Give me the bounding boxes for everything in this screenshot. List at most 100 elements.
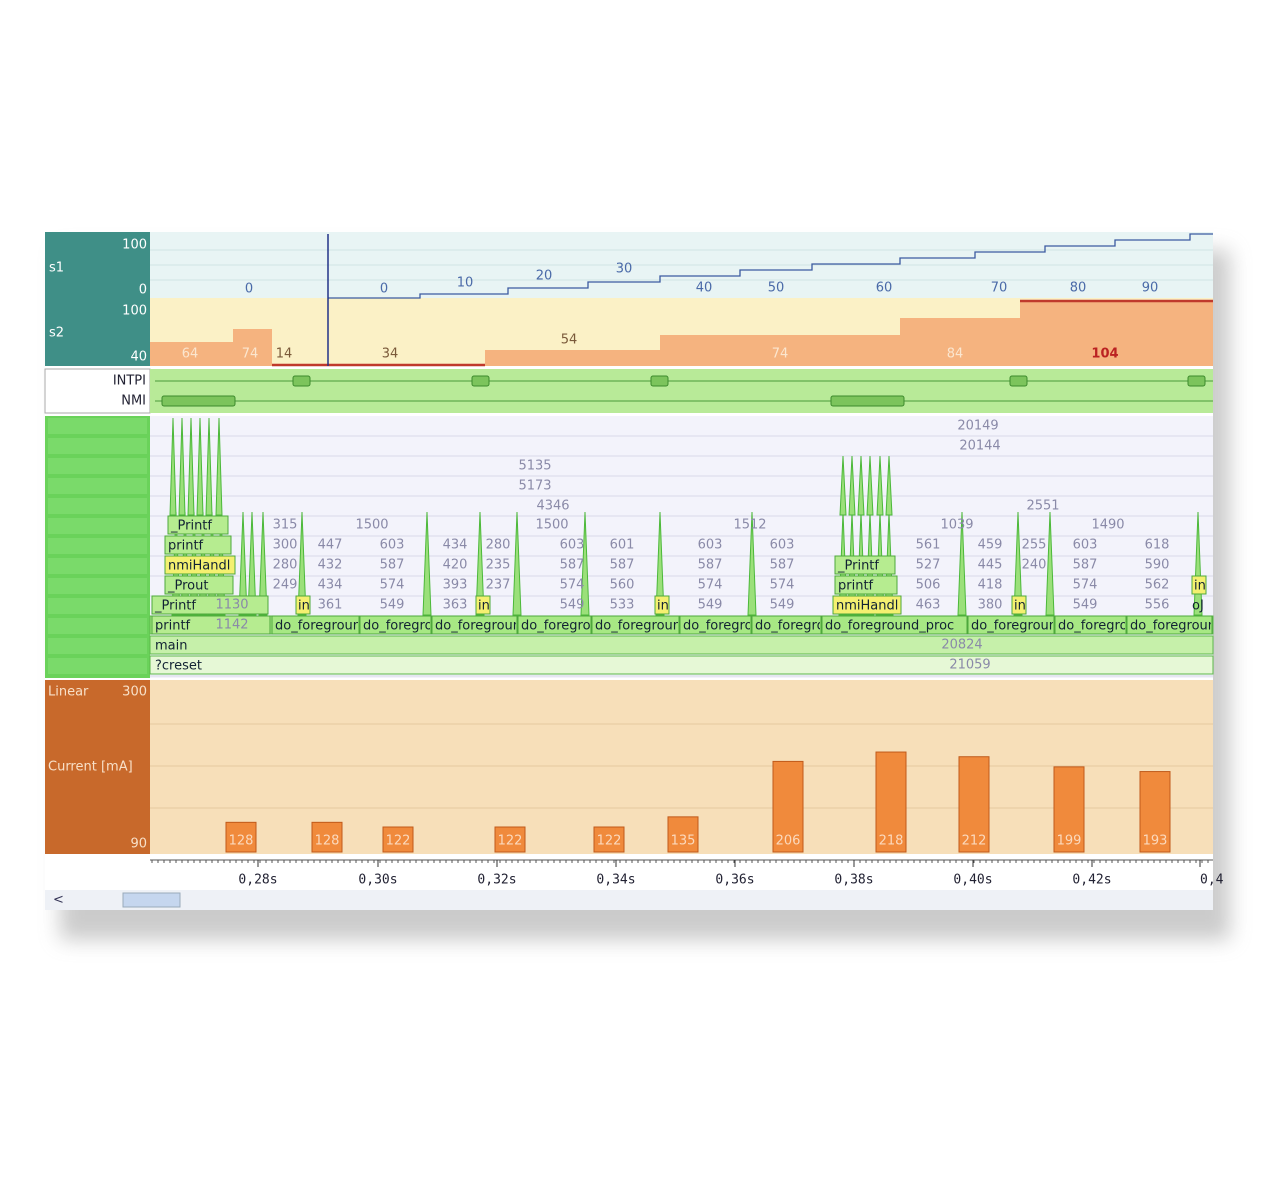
stack-count: 459 [978, 538, 1003, 553]
activity-spike [885, 455, 893, 516]
s1-step-label: 10 [457, 276, 474, 291]
stack-row-label [48, 598, 147, 614]
stack-frame [167, 515, 229, 535]
s2-marker [272, 299, 1213, 367]
stack-count: 315 [273, 518, 298, 533]
stack-count: 533 [610, 598, 635, 613]
s1-step-label: 90 [1142, 281, 1159, 296]
stack-count: 432 [318, 558, 343, 573]
stack-count: 361 [318, 598, 343, 613]
activity-spike [580, 511, 590, 616]
irq-event [292, 375, 311, 387]
content: s1 100 0 0 0 10 20 30 40 50 60 70 80 90 s2 100 40 64 74 14 3… [48, 233, 1224, 888]
stack-frame [834, 555, 896, 575]
stack-frame-label: printf [168, 539, 204, 554]
stack-count: 603 [560, 538, 585, 553]
stack-total: 21059 [949, 658, 990, 673]
proc-label: do_foreground_proc [363, 619, 492, 634]
stack-frame-label: printf [838, 579, 874, 594]
stack-count: 1500 [535, 518, 568, 533]
irq-label: INTPI [113, 374, 146, 389]
activity-spike [297, 511, 307, 616]
stack-frame [151, 615, 271, 635]
stack-count: 603 [770, 538, 795, 553]
stack-total: 1142 [215, 618, 248, 633]
proc-frame [821, 615, 968, 635]
stack-total: 5173 [518, 479, 551, 494]
stack-count: 556 [1145, 598, 1170, 613]
in-label: in [657, 599, 669, 614]
proc-label: do_foreground_proc [755, 619, 884, 634]
stack-count: 587 [610, 558, 635, 573]
stack-row-label [48, 498, 147, 514]
frame-bar [149, 655, 1214, 675]
irq-event [1009, 375, 1028, 387]
s2-step-label: 54 [561, 333, 578, 348]
time-tick-label: 0,30s [358, 873, 397, 888]
frame-bar [149, 635, 1214, 655]
stack-count: 549 [1073, 598, 1098, 613]
stack-count: 561 [916, 538, 941, 553]
irq-label: NMI [121, 394, 146, 409]
stack-count: 549 [698, 598, 723, 613]
proc-label: do_foreground_proc [435, 619, 564, 634]
s2-max: 100 [122, 304, 147, 319]
stack-count: 618 [1145, 538, 1170, 553]
stack-count: 380 [978, 598, 1003, 613]
s1-step-label: 60 [876, 281, 893, 296]
activity-spike [1045, 511, 1055, 616]
stack-count: 300 [273, 538, 298, 553]
s2-step-label: 74 [772, 347, 789, 362]
stack-count: 574 [770, 578, 795, 593]
s1-step-label: 20 [536, 269, 553, 284]
irq-event [650, 375, 669, 387]
current-bar-label: 128 [315, 834, 340, 849]
stack-count: 434 [443, 538, 468, 553]
current-bar [1139, 771, 1171, 853]
proc-frame [751, 615, 822, 635]
s2-step-label: 84 [947, 347, 964, 362]
stack-frame [151, 595, 269, 615]
s1-step-label: 70 [991, 281, 1008, 296]
current-bar [225, 821, 257, 853]
stack-count: 420 [443, 558, 468, 573]
stack-total: 20824 [941, 638, 982, 653]
s1-step-label: 0 [245, 282, 253, 297]
time-tick-label: 0,42s [1072, 873, 1111, 888]
stack-count: 527 [916, 558, 941, 573]
stack-row-label [48, 458, 147, 474]
time-tick-label: 0,34s [596, 873, 635, 888]
stack-count: 363 [443, 598, 468, 613]
stack-row-label [48, 558, 147, 574]
activity-spike [839, 455, 847, 516]
time-tick-label: 0,28s [238, 873, 277, 888]
scrollbar[interactable] [45, 890, 1213, 910]
current-bar-label: 122 [498, 834, 523, 849]
stack-count: 434 [318, 578, 343, 593]
current-bar-label: 218 [879, 834, 904, 849]
scroll-left[interactable]: < [53, 893, 64, 908]
irq-event [471, 375, 490, 387]
activity-spike [876, 455, 884, 516]
activity-spike [1013, 511, 1023, 616]
activity-spike [169, 417, 177, 516]
stack-count: 549 [770, 598, 795, 613]
stack-count: 574 [1073, 578, 1098, 593]
stack-count: 603 [698, 538, 723, 553]
stack-count: 280 [486, 538, 511, 553]
s1-step-label: 40 [696, 281, 713, 296]
current-bar-label: 212 [962, 834, 987, 849]
activity-spike [215, 417, 223, 516]
proc-label: do_foreground_proc [275, 619, 404, 634]
s2-step-label: 34 [382, 347, 399, 362]
s1-step-label: 30 [616, 262, 633, 277]
s1-max: 100 [122, 238, 147, 253]
stack-count: 280 [273, 558, 298, 573]
stack-count: 562 [1145, 578, 1170, 593]
stack-count: 574 [380, 578, 405, 593]
s1-step-line [328, 233, 1213, 299]
current-bar-label: 128 [229, 834, 254, 849]
s1-min: 0 [139, 283, 147, 298]
stack-frame-label: nmiHandl [168, 559, 230, 574]
scroll-thumb[interactable] [122, 892, 181, 908]
